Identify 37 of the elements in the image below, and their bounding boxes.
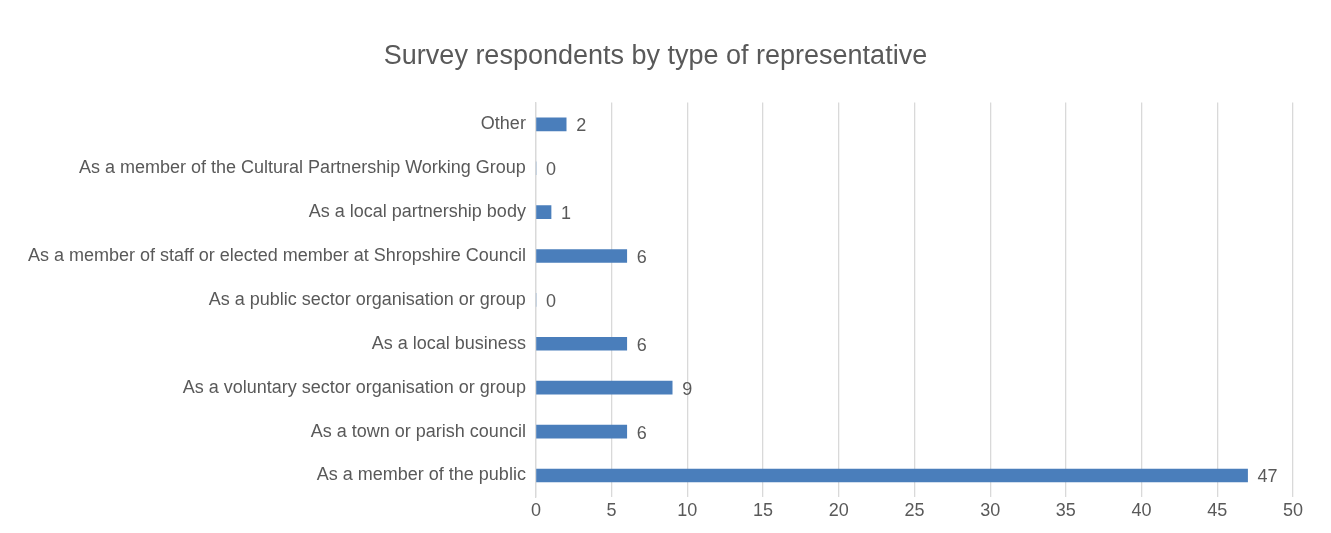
x-tick-label: 35 bbox=[1055, 500, 1076, 521]
data-label: 47 bbox=[1257, 466, 1278, 487]
bar bbox=[536, 336, 628, 351]
bar bbox=[536, 249, 628, 263]
data-label: 6 bbox=[636, 334, 647, 355]
y-tick-label: As a member of staff or elected member at Shropshire Council bbox=[27, 244, 526, 265]
data-label: 9 bbox=[682, 378, 693, 399]
x-tick-label: 40 bbox=[1131, 500, 1152, 521]
y-tick-label: As a member of the public bbox=[316, 464, 526, 485]
y-tick-label: As a public sector organisation or group bbox=[208, 288, 526, 309]
y-tick-label: As a town or parish council bbox=[310, 420, 526, 441]
y-tick-label: As a local business bbox=[371, 332, 526, 353]
y-tick-label: As a local partnership body bbox=[308, 201, 526, 222]
bar bbox=[536, 380, 673, 395]
bar bbox=[536, 424, 628, 439]
bar bbox=[536, 205, 552, 219]
y-tick-label: As a voluntary sector organisation or group bbox=[182, 376, 526, 397]
bar bbox=[536, 117, 567, 132]
y-tick-label: As a member of the Cultural Partnership Working Group bbox=[79, 157, 526, 178]
x-tick-label: 25 bbox=[904, 500, 925, 521]
x-tick-label: 15 bbox=[753, 500, 774, 521]
x-tick-label: 10 bbox=[677, 500, 698, 521]
data-label: 6 bbox=[636, 422, 647, 443]
data-label: 2 bbox=[576, 115, 587, 136]
x-tick-label: 20 bbox=[828, 500, 849, 521]
data-label: 6 bbox=[636, 246, 647, 267]
x-tick-label: 45 bbox=[1207, 500, 1228, 521]
chart-title: Survey respondents by type of representative bbox=[383, 39, 928, 70]
x-tick-label: 5 bbox=[606, 500, 617, 521]
x-tick-label: 30 bbox=[980, 500, 1001, 521]
x-tick-label: 50 bbox=[1282, 500, 1304, 521]
x-tick-label: 0 bbox=[530, 500, 541, 521]
y-tick-label: Other bbox=[480, 113, 526, 134]
data-label: 1 bbox=[561, 203, 572, 224]
data-label: 0 bbox=[545, 290, 556, 311]
data-label: 0 bbox=[545, 159, 556, 180]
bar bbox=[536, 468, 1248, 483]
